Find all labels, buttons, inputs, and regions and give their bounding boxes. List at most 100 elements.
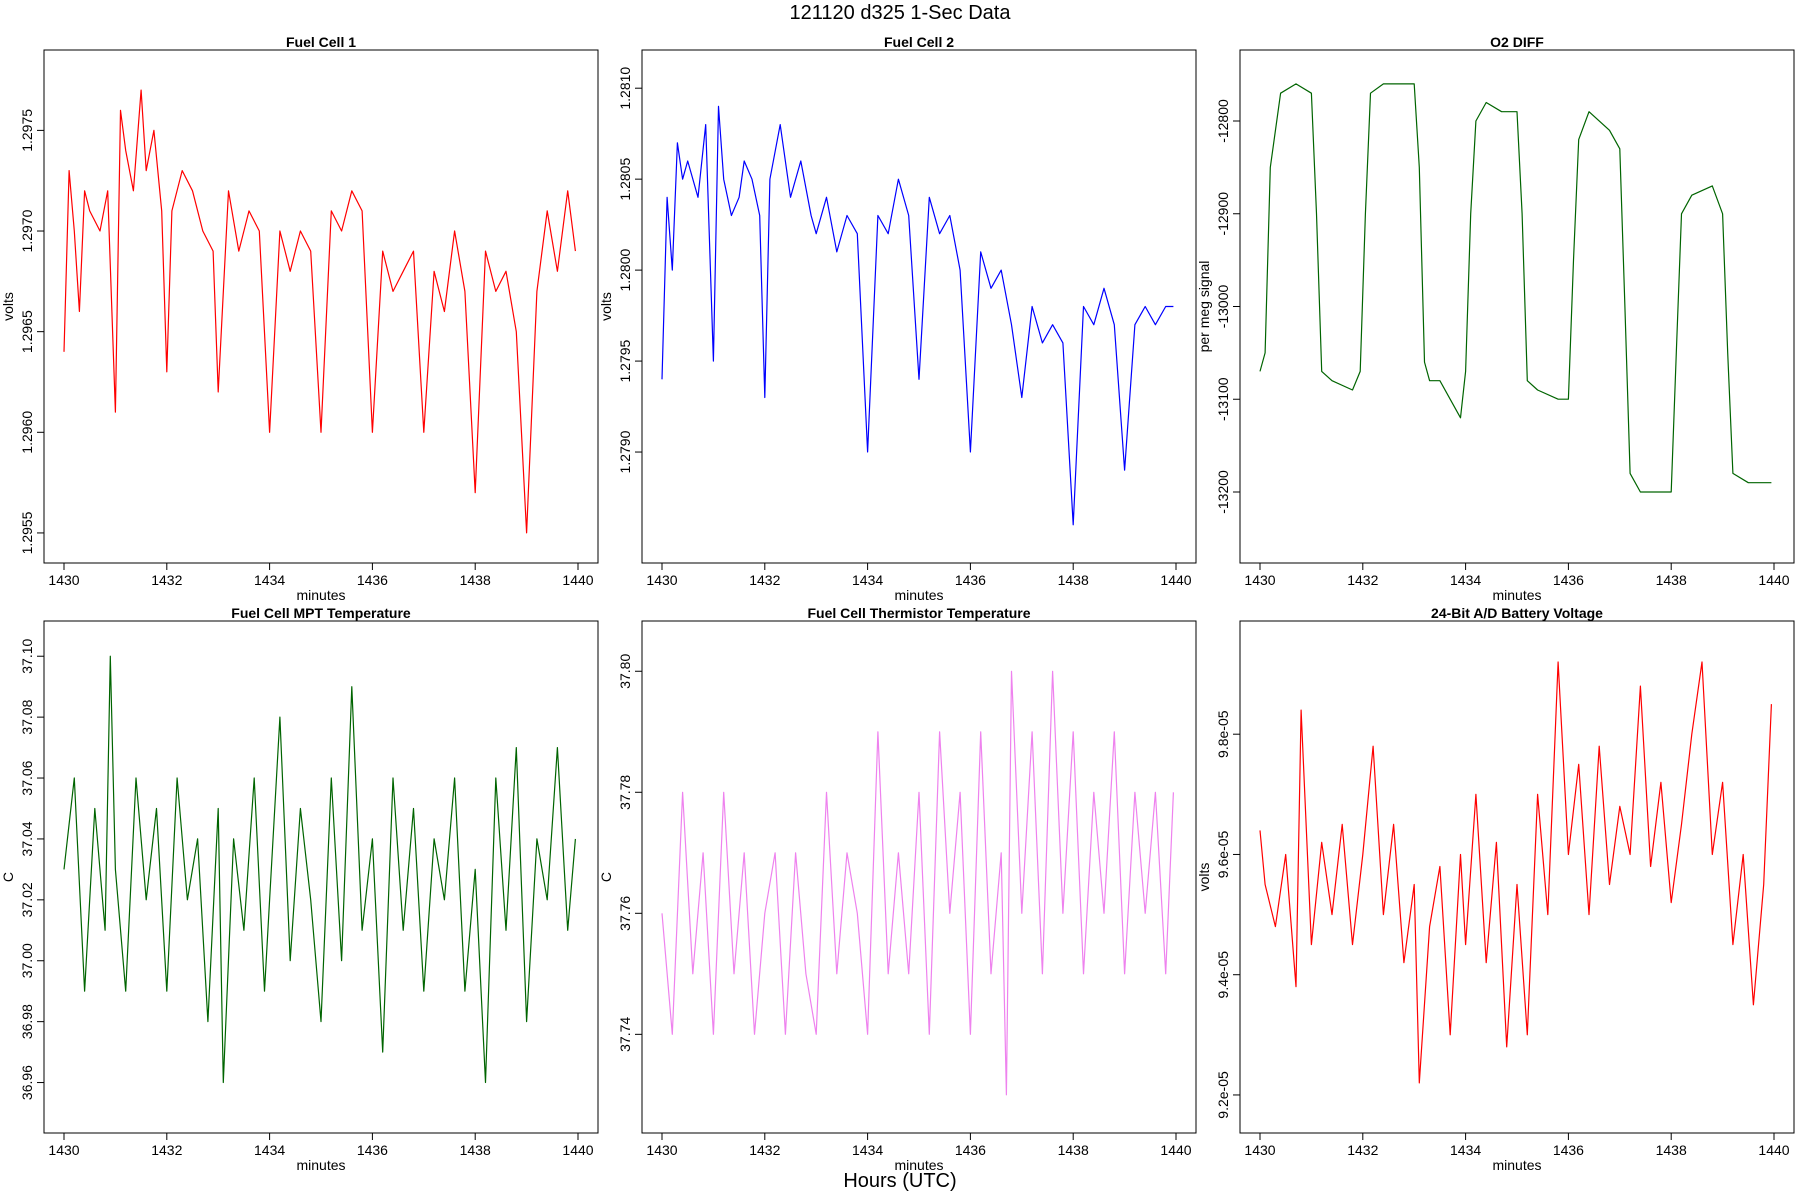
x-tick-label: 1432: [749, 572, 780, 588]
y-tick-label: 1.2965: [19, 310, 35, 353]
y-tick-label: 37.00: [19, 943, 35, 978]
x-tick-label: 1430: [1244, 572, 1275, 588]
y-tick-label: 37.02: [19, 882, 35, 917]
y-tick-label: 1.2805: [617, 158, 633, 201]
y-tick-label: 1.2795: [617, 339, 633, 382]
x-tick-label: 1440: [1758, 1142, 1789, 1158]
y-tick-label: 9.2e-05: [1215, 1071, 1231, 1119]
x-tick-label: 1436: [955, 1142, 986, 1158]
x-tick-label: 1430: [48, 572, 79, 588]
y-tick-label: 36.98: [19, 1004, 35, 1039]
series-line: [1259, 661, 1772, 1084]
y-tick-label: 1.2955: [19, 511, 35, 554]
chart-title: Fuel Cell MPT Temperature: [231, 605, 411, 621]
x-tick-label: 1434: [1450, 1142, 1481, 1158]
y-tick-label: 1.2790: [617, 430, 633, 473]
x-tick-label: 1438: [1656, 572, 1687, 588]
y-tick-label: 37.78: [617, 775, 633, 810]
y-tick-label: 37.08: [19, 699, 35, 734]
y-tick-label: 1.2975: [19, 109, 35, 152]
x-tick-label: 1436: [357, 572, 388, 588]
x-tick-label: 1434: [852, 1142, 883, 1158]
x-tick-label: 1438: [1656, 1142, 1687, 1158]
y-tick-label: -13100: [1215, 377, 1231, 421]
x-tick-label: 1436: [1553, 1142, 1584, 1158]
x-tick-label: 1438: [1058, 1142, 1089, 1158]
panel-3: O2 DIFF 1430 1432 1434 1436 1438 1440 minutes -1…: [1196, 34, 1795, 603]
y-tick-label: 37.06: [19, 760, 35, 795]
x-tick-label: 1438: [460, 572, 491, 588]
x-tick-label: 1440: [1160, 1142, 1191, 1158]
x-tick-label: 1432: [1347, 572, 1378, 588]
x-tick-label: 1436: [1553, 572, 1584, 588]
y-tick-label: 37.80: [617, 654, 633, 689]
y-tick-label: -12800: [1215, 99, 1231, 143]
chart-title: 24-Bit A/D Battery Voltage: [1431, 605, 1603, 621]
plot-frame: [641, 49, 1197, 564]
x-tick-label: 1430: [646, 572, 677, 588]
y-tick-label: 37.10: [19, 639, 35, 674]
x-tick-label: 1432: [1347, 1142, 1378, 1158]
plot-frame: [1239, 49, 1795, 564]
x-tick-label: 1430: [1244, 1142, 1275, 1158]
x-tick-label: 1430: [48, 1142, 79, 1158]
y-axis-label: volts: [598, 292, 614, 321]
x-axis-label: minutes: [1492, 587, 1541, 603]
x-axis-label: minutes: [1492, 1157, 1541, 1173]
series-line: [661, 105, 1174, 526]
x-tick-label: 1434: [852, 572, 883, 588]
y-axis-label: C: [0, 872, 16, 882]
panel-2: Fuel Cell 2 1430 1432 1434 1436 1438 1440 minut…: [598, 34, 1197, 603]
y-tick-label: 9.8e-05: [1215, 710, 1231, 758]
figure-xlabel: Hours (UTC): [843, 1170, 957, 1192]
chart-title: O2 DIFF: [1490, 34, 1544, 50]
y-tick-label: 1.2960: [19, 411, 35, 454]
chart-title: Fuel Cell Thermistor Temperature: [807, 605, 1030, 621]
x-axis-label: minutes: [894, 1157, 943, 1173]
panel-5: Fuel Cell Thermistor Temperature 1430 1432…: [598, 605, 1197, 1173]
series-line: [661, 670, 1174, 1096]
y-tick-label: 37.74: [617, 1017, 633, 1052]
y-tick-label: 9.6e-05: [1215, 830, 1231, 878]
x-axis-label: minutes: [296, 1157, 345, 1173]
y-tick-label: 37.76: [617, 896, 633, 931]
plot-frame: [43, 49, 599, 564]
panel-6: 24-Bit A/D Battery Voltage 1430 1432 1434 14…: [1196, 605, 1795, 1173]
plot-frame: [641, 620, 1197, 1134]
y-tick-label: 9.4e-05: [1215, 951, 1231, 999]
y-tick-label: 36.96: [19, 1065, 35, 1100]
y-tick-label: -12900: [1215, 192, 1231, 236]
series-line: [1259, 83, 1772, 493]
x-tick-label: 1430: [646, 1142, 677, 1158]
y-tick-label: 1.2810: [617, 67, 633, 110]
x-tick-label: 1432: [151, 1142, 182, 1158]
y-tick-label: -13000: [1215, 284, 1231, 328]
x-tick-label: 1438: [460, 1142, 491, 1158]
chart-title: Fuel Cell 2: [884, 34, 954, 50]
x-tick-label: 1434: [254, 572, 285, 588]
plot-frame: [1239, 620, 1795, 1134]
x-tick-label: 1436: [357, 1142, 388, 1158]
series-line: [63, 655, 576, 1084]
figure-title: 121120 d325 1-Sec Data: [789, 2, 1011, 24]
series-line: [63, 89, 576, 534]
x-axis-label: minutes: [894, 587, 943, 603]
panel-4: Fuel Cell MPT Temperature 1430 1432 1434 143…: [0, 605, 599, 1173]
x-tick-label: 1440: [1758, 572, 1789, 588]
y-tick-label: 1.2800: [617, 248, 633, 291]
y-axis-label: volts: [1196, 863, 1212, 892]
x-tick-label: 1432: [749, 1142, 780, 1158]
x-tick-label: 1440: [562, 572, 593, 588]
y-axis-label: per meg signal: [1196, 261, 1212, 353]
plot-frame: [43, 620, 599, 1134]
y-tick-label: -13200: [1215, 470, 1231, 514]
x-tick-label: 1434: [254, 1142, 285, 1158]
x-tick-label: 1440: [562, 1142, 593, 1158]
y-axis-label: C: [598, 872, 614, 882]
x-tick-label: 1440: [1160, 572, 1191, 588]
y-axis-label: volts: [0, 292, 16, 321]
x-axis-label: minutes: [296, 587, 345, 603]
y-tick-label: 1.2970: [19, 209, 35, 252]
